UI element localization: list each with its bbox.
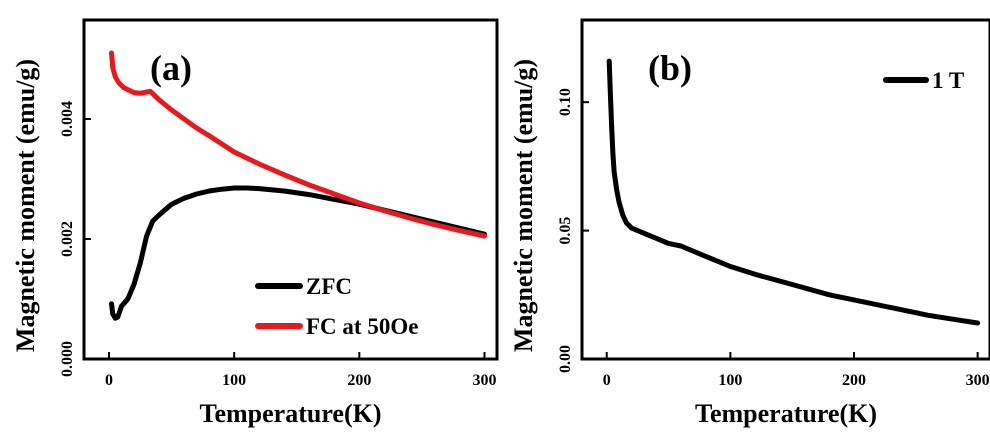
x-tick-label: 300 — [472, 372, 496, 389]
panel-label: (b) — [648, 48, 692, 88]
x-tick-label: 0 — [105, 372, 113, 389]
x-tick-label: 100 — [718, 372, 742, 389]
plot-frame-b — [580, 18, 990, 361]
y-tick-label: 0.000 — [59, 341, 76, 377]
y-axis-title: Magnetic moment (emu/g) — [509, 59, 538, 352]
series-line-a-1 — [109, 185, 487, 321]
x-axis-title: Temperature(K) — [695, 399, 877, 428]
series-line-a-2 — [109, 50, 487, 239]
y-tick-label: 0.004 — [59, 101, 76, 137]
x-tick-label: 0 — [603, 372, 611, 389]
legend-label: 1 T — [932, 68, 964, 93]
panel-label: (a) — [150, 48, 192, 88]
plot-frame-a — [82, 18, 499, 361]
legend-label: FC at 50Oe — [306, 314, 418, 339]
y-tick-label: 0.10 — [557, 88, 574, 116]
y-tick-label: 0.05 — [557, 217, 574, 245]
x-tick-label: 200 — [347, 372, 371, 389]
x-axis-title: Temperature(K) — [200, 399, 382, 428]
x-tick-label: 200 — [842, 372, 866, 389]
panel-b-1t-chart: 0 100 200 300 0.00 0.05 0.10 Temperature(K) Magn… — [509, 18, 990, 428]
y-tick-label: 0.00 — [557, 345, 574, 373]
legend-label: ZFC — [306, 274, 352, 299]
y-tick-label: 0.002 — [59, 221, 76, 257]
x-tick-label: 300 — [966, 372, 990, 389]
panel-a-zfc-fc-chart: 0 100 200 300 0.000 0.002 0.004 Temperature(K) M… — [11, 18, 499, 428]
x-tick-label: 100 — [222, 372, 246, 389]
y-axis-title: Magnetic moment (emu/g) — [11, 59, 40, 352]
series-line-b-1 — [606, 58, 981, 326]
